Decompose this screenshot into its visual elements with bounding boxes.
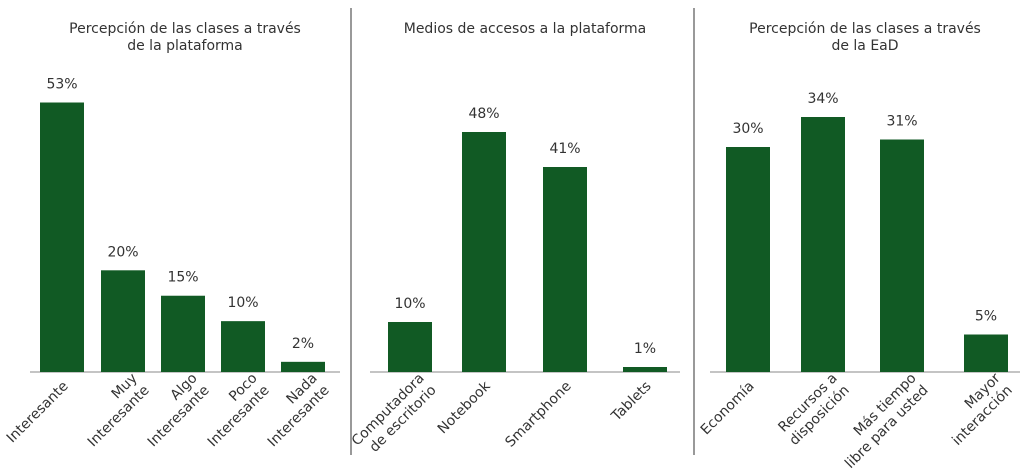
value-label: 34%: [807, 91, 838, 107]
bar: [281, 361, 325, 372]
value-label: 53%: [46, 77, 77, 93]
x-tick-label: Economía: [698, 378, 758, 438]
chart-title: Percepción de las clases a través de la p…: [69, 21, 301, 54]
value-label: 48%: [468, 106, 499, 122]
x-label-group: Smartphone: [502, 378, 574, 450]
value-label: 31%: [886, 114, 917, 130]
x-label-group: Recursos adisposición: [774, 370, 852, 448]
bar: [543, 167, 587, 372]
value-label: 20%: [107, 244, 138, 260]
x-label-group: Mayorinteracción: [937, 370, 1016, 449]
x-tick-label: Notebook: [435, 378, 495, 438]
x-tick-label: MuyInteresante: [73, 370, 153, 450]
x-tick-label: PocoInteresante: [193, 370, 273, 450]
bar: [623, 367, 667, 372]
x-tick-label: Recursos adisposición: [774, 370, 852, 448]
bar: [40, 102, 84, 372]
value-label: 10%: [227, 295, 258, 311]
bar: [880, 139, 924, 372]
value-label: 2%: [292, 336, 314, 352]
x-label-group: PocoInteresante: [193, 370, 273, 450]
value-label: 41%: [549, 141, 580, 157]
x-tick-label: Interesante: [4, 378, 72, 446]
bar: [101, 270, 145, 372]
chart-title: Percepción de las clases a través de la E…: [749, 21, 981, 54]
x-label-group: NadaInteresante: [253, 370, 333, 450]
x-label-group: Más tiempolibre para usted: [830, 370, 932, 471]
x-label-group: Tablets: [608, 378, 655, 425]
bar: [388, 322, 432, 372]
x-tick-label: Mayorinteracción: [937, 370, 1016, 449]
value-label: 10%: [394, 296, 425, 312]
bar: [801, 117, 845, 372]
x-tick-label: NadaInteresante: [253, 370, 333, 450]
value-label: 30%: [732, 121, 763, 137]
value-label: 1%: [634, 341, 656, 357]
x-label-group: Notebook: [435, 378, 495, 438]
x-tick-label: Smartphone: [502, 378, 574, 450]
value-label: 5%: [975, 309, 997, 325]
x-tick-label: AlgoInteresante: [133, 370, 213, 450]
x-label-group: MuyInteresante: [73, 370, 153, 450]
x-label-group: Economía: [698, 378, 758, 438]
bar: [964, 334, 1008, 372]
chart-title: Medios de accesos a la plataforma: [404, 21, 647, 37]
bar: [161, 295, 205, 372]
x-tick-label: Computadorade escritorio: [349, 370, 440, 461]
x-label-group: Interesante: [4, 378, 72, 446]
x-tick-label: Tablets: [608, 378, 655, 425]
bar: [221, 321, 265, 372]
x-label-group: Computadorade escritorio: [349, 370, 440, 461]
x-tick-label: Más tiempolibre para usted: [830, 370, 932, 471]
bar: [462, 132, 506, 372]
x-label-group: AlgoInteresante: [133, 370, 213, 450]
bar: [726, 147, 770, 372]
value-label: 15%: [167, 270, 198, 286]
